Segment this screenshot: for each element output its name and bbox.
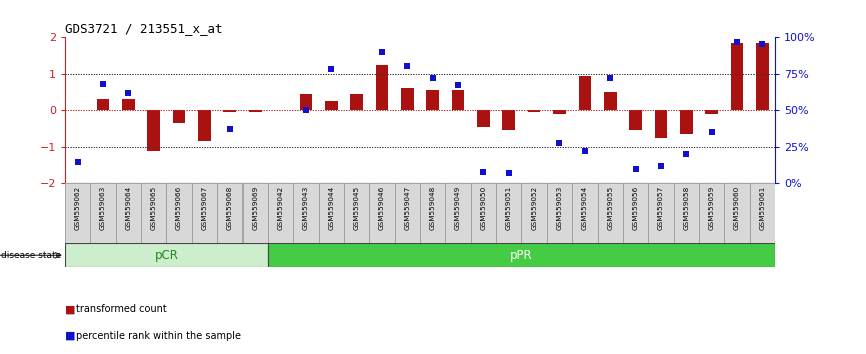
Bar <box>198 110 210 141</box>
Bar <box>477 110 490 127</box>
Bar <box>553 110 565 114</box>
Bar <box>426 90 439 110</box>
Bar <box>705 110 718 114</box>
Bar <box>369 183 395 243</box>
Bar <box>300 94 313 110</box>
Bar <box>578 75 591 110</box>
Text: GSM559043: GSM559043 <box>303 185 309 229</box>
Bar <box>116 183 141 243</box>
Text: GSM559047: GSM559047 <box>404 185 410 229</box>
Text: pPR: pPR <box>510 249 533 262</box>
Text: GSM559049: GSM559049 <box>455 185 461 229</box>
Bar <box>223 110 236 112</box>
Bar <box>750 183 775 243</box>
Bar <box>572 183 598 243</box>
Text: GSM559065: GSM559065 <box>151 185 157 229</box>
Bar <box>268 183 294 243</box>
Bar <box>445 183 471 243</box>
Bar <box>97 99 109 110</box>
Text: GSM559044: GSM559044 <box>328 185 334 229</box>
Bar <box>674 183 699 243</box>
Bar <box>655 110 668 138</box>
Bar <box>598 183 623 243</box>
Bar <box>452 90 464 110</box>
Bar <box>471 183 496 243</box>
Text: GDS3721 / 213551_x_at: GDS3721 / 213551_x_at <box>65 22 223 35</box>
Bar <box>376 64 388 110</box>
Text: GSM559051: GSM559051 <box>506 185 512 229</box>
Bar <box>268 243 775 267</box>
Bar <box>350 94 363 110</box>
Bar <box>680 110 693 134</box>
Bar <box>699 183 724 243</box>
Text: GSM559066: GSM559066 <box>176 185 182 229</box>
Bar <box>141 183 166 243</box>
Bar <box>731 42 743 110</box>
Bar <box>90 183 116 243</box>
Text: GSM559068: GSM559068 <box>227 185 233 229</box>
Bar <box>147 110 160 150</box>
Bar <box>546 183 572 243</box>
Text: GSM559057: GSM559057 <box>658 185 664 229</box>
Bar <box>395 183 420 243</box>
Text: GSM559046: GSM559046 <box>379 185 385 229</box>
Bar <box>166 183 191 243</box>
Bar <box>756 42 769 110</box>
Bar <box>604 92 617 110</box>
Text: GSM559042: GSM559042 <box>277 185 283 229</box>
Bar <box>527 110 540 112</box>
Text: GSM559050: GSM559050 <box>481 185 487 229</box>
Bar <box>65 243 268 267</box>
Bar <box>344 183 369 243</box>
Bar <box>401 88 414 110</box>
Bar <box>630 110 642 130</box>
Text: GSM559059: GSM559059 <box>708 185 714 229</box>
Bar <box>724 183 750 243</box>
Text: GSM559067: GSM559067 <box>202 185 208 229</box>
Bar <box>294 183 319 243</box>
Bar <box>649 183 674 243</box>
Text: GSM559053: GSM559053 <box>557 185 563 229</box>
Text: GSM559054: GSM559054 <box>582 185 588 229</box>
Text: GSM559056: GSM559056 <box>632 185 638 229</box>
Text: disease state: disease state <box>1 251 61 260</box>
Bar <box>502 110 515 130</box>
Bar <box>172 110 185 123</box>
Bar <box>319 183 344 243</box>
Bar <box>496 183 521 243</box>
Text: GSM559052: GSM559052 <box>531 185 537 229</box>
Text: GSM559062: GSM559062 <box>74 185 81 229</box>
Text: percentile rank within the sample: percentile rank within the sample <box>76 331 242 341</box>
Text: GSM559058: GSM559058 <box>683 185 689 229</box>
Text: GSM559055: GSM559055 <box>607 185 613 229</box>
Bar <box>65 183 90 243</box>
Text: ■: ■ <box>65 331 75 341</box>
Bar <box>521 183 546 243</box>
Text: GSM559069: GSM559069 <box>252 185 258 229</box>
Bar <box>122 99 135 110</box>
Bar <box>242 183 268 243</box>
Bar <box>420 183 445 243</box>
Bar <box>191 183 217 243</box>
Bar <box>217 183 242 243</box>
Text: GSM559048: GSM559048 <box>430 185 436 229</box>
Text: GSM559061: GSM559061 <box>759 185 766 229</box>
Text: pCR: pCR <box>154 249 178 262</box>
Text: transformed count: transformed count <box>76 304 167 314</box>
Text: ■: ■ <box>65 304 75 314</box>
Bar <box>325 101 338 110</box>
Bar <box>623 183 649 243</box>
Text: GSM559064: GSM559064 <box>126 185 132 229</box>
Text: GSM559063: GSM559063 <box>100 185 106 229</box>
Text: GSM559060: GSM559060 <box>734 185 740 229</box>
Bar <box>249 110 262 112</box>
Text: GSM559045: GSM559045 <box>353 185 359 229</box>
